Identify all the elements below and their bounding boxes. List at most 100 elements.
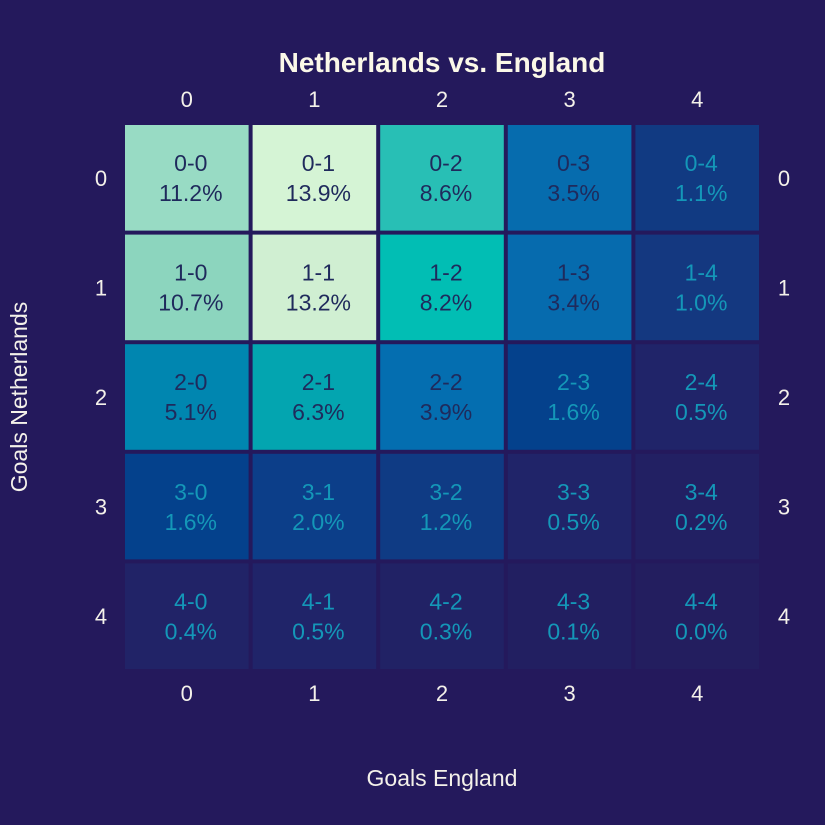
heatmap-cell-fill (252, 234, 377, 341)
cell-probability-label: 0.5% (675, 399, 727, 425)
cell-score-label: 0-0 (174, 150, 207, 176)
cell-probability-label: 1.0% (675, 290, 727, 316)
cell-score-label: 3-2 (429, 479, 462, 505)
cell-score-label: 3-0 (174, 479, 207, 505)
heatmap-cell: 2-0 5.1% (125, 344, 249, 450)
x-tick-bottom: 2 (436, 681, 448, 706)
cell-probability-label: 0.5% (547, 509, 599, 535)
y-tick-right: 1 (778, 275, 790, 300)
heatmap-cell: 0-2 8.6% (380, 125, 504, 231)
heatmap-cell-fill (125, 453, 249, 560)
cell-probability-label: 1.1% (675, 180, 727, 206)
heatmap-cell: 1-4 1.0% (635, 234, 759, 341)
heatmap-cell-fill (380, 234, 504, 341)
heatmap-cell: 4-1 0.5% (252, 563, 377, 669)
chart-title: Netherlands vs. England (279, 47, 606, 78)
cell-score-label: 4-3 (557, 588, 590, 614)
cell-score-label: 3-4 (685, 479, 718, 505)
heatmap-cell: 3-3 0.5% (507, 453, 632, 560)
heatmap-cell-fill (507, 234, 632, 341)
cell-score-label: 2-4 (685, 369, 718, 395)
heatmap-cell: 2-1 6.3% (252, 344, 377, 450)
heatmap-cell: 2-2 3.9% (380, 344, 504, 450)
y-axis-label: Goals Netherlands (6, 302, 32, 493)
heatmap-cell-fill (252, 344, 377, 450)
cell-score-label: 4-2 (429, 588, 462, 614)
heatmap-cell-fill (635, 453, 759, 560)
x-axis-label: Goals England (367, 765, 518, 791)
cell-probability-label: 3.9% (420, 399, 472, 425)
heatmap-cell: 1-0 10.7% (125, 234, 249, 341)
cell-score-label: 4-0 (174, 588, 207, 614)
cell-score-label: 0-3 (557, 150, 590, 176)
x-tick-bottom: 1 (308, 681, 320, 706)
cell-score-label: 2-3 (557, 369, 590, 395)
cell-probability-label: 11.2% (159, 180, 223, 206)
cell-probability-label: 0.4% (165, 618, 217, 644)
cell-score-label: 1-2 (429, 260, 462, 286)
cell-score-label: 1-1 (302, 260, 335, 286)
heatmap-cell: 3-2 1.2% (380, 453, 504, 560)
heatmap-cell-fill (125, 234, 249, 341)
cell-probability-label: 8.6% (420, 180, 472, 206)
cell-score-label: 2-1 (302, 369, 335, 395)
heatmap-cell-fill (252, 125, 377, 231)
heatmap-cell-fill (507, 563, 632, 669)
heatmap-cell: 0-0 11.2% (125, 125, 249, 231)
heatmap-cell-fill (380, 563, 504, 669)
heatmap-cell-fill (507, 125, 632, 231)
heatmap-cell-fill (635, 125, 759, 231)
cell-score-label: 1-3 (557, 260, 590, 286)
heatmap-cell: 3-4 0.2% (635, 453, 759, 560)
cell-probability-label: 1.2% (420, 509, 472, 535)
heatmap-cell: 4-0 0.4% (125, 563, 249, 669)
cell-probability-label: 1.6% (547, 399, 599, 425)
heatmap-cell: 3-0 1.6% (125, 453, 249, 560)
cell-probability-label: 6.3% (292, 399, 344, 425)
cell-probability-label: 2.0% (292, 509, 344, 535)
x-tick-bottom: 3 (563, 681, 575, 706)
heatmap-cell: 0-4 1.1% (635, 125, 759, 231)
y-tick-left: 3 (95, 495, 107, 520)
heatmap-cell: 2-4 0.5% (635, 344, 759, 450)
cell-score-label: 1-4 (685, 260, 718, 286)
heatmap-cell: 4-3 0.1% (507, 563, 632, 669)
x-tick-top: 3 (563, 87, 575, 112)
y-tick-left: 2 (95, 385, 107, 410)
y-tick-right: 4 (778, 604, 790, 629)
axis-ticks: 0 0 1 1 2 2 3 3 4 4 0 0 1 1 2 2 3 3 4 4 (95, 87, 790, 706)
x-tick-top: 4 (691, 87, 703, 112)
cell-score-label: 3-3 (557, 479, 590, 505)
heatmap-cell: 1-1 13.2% (252, 234, 377, 341)
heatmap-cell-fill (635, 563, 759, 669)
cell-probability-label: 10.7% (158, 290, 223, 316)
heatmap-cells: 0-0 11.2% 0-1 13.9% 0-2 8.6% 0-3 3.5% 0-4 1.1% 1-0… (125, 125, 759, 669)
x-tick-top: 2 (436, 87, 448, 112)
cell-score-label: 0-4 (685, 150, 718, 176)
heatmap-cell-fill (125, 125, 249, 231)
cell-score-label: 2-0 (174, 369, 207, 395)
cell-probability-label: 5.1% (165, 399, 217, 425)
heatmap-cell-fill (125, 563, 249, 669)
cell-probability-label: 3.5% (547, 180, 599, 206)
heatmap-cell: 4-2 0.3% (380, 563, 504, 669)
heatmap-cell: 0-1 13.9% (252, 125, 377, 231)
heatmap-cell-fill (125, 344, 249, 450)
cell-probability-label: 1.6% (165, 509, 217, 535)
heatmap-cell-fill (252, 453, 377, 560)
cell-probability-label: 3.4% (547, 290, 599, 316)
heatmap-cell: 2-3 1.6% (507, 344, 632, 450)
cell-probability-label: 0.3% (420, 618, 472, 644)
x-tick-bottom: 4 (691, 681, 703, 706)
cell-probability-label: 13.9% (286, 180, 351, 206)
heatmap-cell: 0-3 3.5% (507, 125, 632, 231)
cell-probability-label: 0.0% (675, 618, 727, 644)
cell-score-label: 4-4 (685, 588, 718, 614)
y-tick-right: 3 (778, 495, 790, 520)
cell-probability-label: 0.1% (547, 618, 599, 644)
cell-probability-label: 0.2% (675, 509, 727, 535)
y-tick-right: 2 (778, 385, 790, 410)
x-tick-bottom: 0 (181, 681, 193, 706)
cell-probability-label: 0.5% (292, 618, 344, 644)
cell-probability-label: 8.2% (420, 290, 472, 316)
